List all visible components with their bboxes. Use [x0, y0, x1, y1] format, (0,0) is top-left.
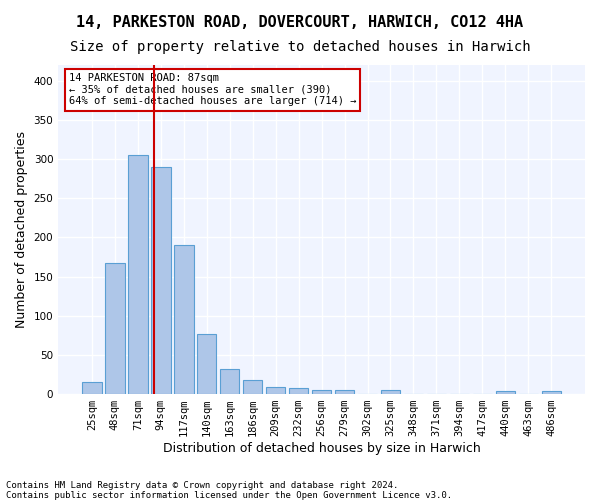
Text: 14 PARKESTON ROAD: 87sqm
← 35% of detached houses are smaller (390)
64% of semi-: 14 PARKESTON ROAD: 87sqm ← 35% of detach… [69, 74, 356, 106]
Bar [266, 387, 286, 394]
Bar [542, 391, 561, 394]
Bar [335, 390, 355, 394]
Text: Contains HM Land Registry data © Crown copyright and database right 2024.: Contains HM Land Registry data © Crown c… [6, 481, 398, 490]
Bar [381, 390, 400, 394]
Bar [105, 263, 125, 394]
Text: Size of property relative to detached houses in Harwich: Size of property relative to detached ho… [70, 40, 530, 54]
Bar [289, 388, 308, 394]
Bar [312, 390, 331, 394]
Bar [151, 167, 170, 394]
Bar [220, 369, 239, 394]
Bar [197, 334, 217, 394]
Bar [496, 391, 515, 394]
X-axis label: Distribution of detached houses by size in Harwich: Distribution of detached houses by size … [163, 442, 481, 455]
Bar [128, 155, 148, 394]
Bar [243, 380, 262, 394]
Text: 14, PARKESTON ROAD, DOVERCOURT, HARWICH, CO12 4HA: 14, PARKESTON ROAD, DOVERCOURT, HARWICH,… [76, 15, 524, 30]
Y-axis label: Number of detached properties: Number of detached properties [15, 131, 28, 328]
Bar [82, 382, 101, 394]
Text: Contains public sector information licensed under the Open Government Licence v3: Contains public sector information licen… [6, 491, 452, 500]
Bar [174, 245, 194, 394]
